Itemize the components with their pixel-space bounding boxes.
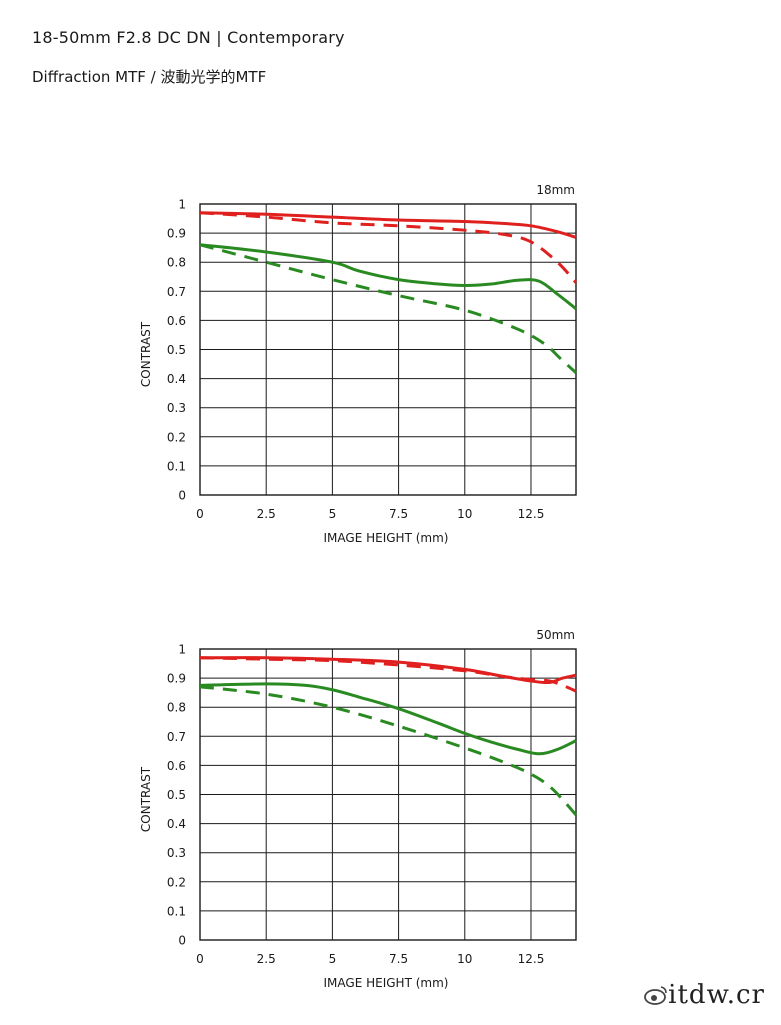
page-title: 18-50mm F2.8 DC DN | Contemporary [32, 28, 345, 47]
x-axis-label: IMAGE HEIGHT (mm) [324, 531, 449, 545]
y-tick-label: 0.3 [167, 846, 186, 860]
y-axis-label: CONTRAST [139, 766, 153, 832]
y-tick-label: 0 [178, 489, 186, 503]
series-green-dashed [199, 685, 578, 816]
y-tick-label: 0.7 [167, 730, 186, 744]
y-tick-label: 0.1 [167, 459, 186, 473]
chart-title: 50mm [536, 628, 575, 642]
y-tick-label: 1 [178, 643, 186, 657]
watermark-text: itdw.cr [668, 980, 765, 1010]
y-tick-label: 0.9 [167, 227, 186, 241]
chart-svg: 00.10.20.30.40.50.60.70.80.910 2.5 5 7.5 10 1… [139, 628, 578, 990]
y-tick-label: 0.6 [167, 759, 186, 773]
y-tick-label: 0.1 [167, 904, 186, 918]
y-tick-label: 0.4 [167, 817, 186, 831]
series-red-solid [199, 211, 577, 239]
series-green-solid [199, 682, 577, 756]
x-tick-label: 12.5 [518, 952, 545, 966]
weibo-logo-icon [644, 986, 667, 1005]
y-tick-label: 0.2 [167, 875, 186, 889]
y-tick-label: 0.5 [167, 788, 186, 802]
y-tick-label: 1 [178, 198, 186, 212]
mtf-chart-50mm: 0 0.1 0.2 0.3 0.4 0.5 0.6 0.7 0.8 0.9 1 0 2.5 5 7.5 10 1… [0, 605, 781, 1025]
page-subtitle: Diffraction MTF / 波動光学的MTF [32, 68, 267, 86]
mtf-chart-18mm: 0 0.1 0.2 0.3 0.4 0.5 0.6 0.7 0.8 0.9 1 0 2.5 5 7.5 10 1… [0, 160, 781, 580]
x-tick-label: 7.5 [389, 507, 408, 521]
y-tick-label: 0.8 [167, 256, 186, 270]
series-red-dashed [199, 211, 578, 284]
y-tick-label: 0.8 [167, 701, 186, 715]
x-tick-label: 5 [329, 952, 337, 966]
x-tick-label: 7.5 [389, 952, 408, 966]
series-green-solid [199, 243, 577, 310]
x-tick-label: 10 [457, 952, 472, 966]
series-red-solid [199, 656, 577, 685]
y-tick-label: 0.7 [167, 285, 186, 299]
x-tick-label: 2.5 [257, 952, 276, 966]
y-tick-label: 0 [178, 934, 186, 948]
x-tick-label: 12.5 [518, 507, 545, 521]
x-tick-label: 5 [329, 507, 337, 521]
series-green-dashed [199, 243, 578, 374]
y-axis-label: CONTRAST [139, 321, 153, 387]
x-axis-label: IMAGE HEIGHT (mm) [324, 976, 449, 990]
x-tick-label: 10 [457, 507, 472, 521]
chart-svg: 00.10.20.30.40.50.60.70.80.910 2.5 5 7.5 10 1… [139, 183, 578, 545]
y-tick-label: 0.6 [167, 314, 186, 328]
x-tick-label: 0 [196, 507, 204, 521]
y-tick-label: 0.3 [167, 401, 186, 415]
y-tick-label: 0.5 [167, 343, 186, 357]
series-red-dashed [199, 656, 577, 693]
x-tick-label: 2.5 [257, 507, 276, 521]
x-tick-label: 0 [196, 952, 204, 966]
y-tick-label: 0.9 [167, 672, 186, 686]
y-tick-label: 0.2 [167, 430, 186, 444]
y-tick-label: 0.4 [167, 372, 186, 386]
chart-title: 18mm [536, 183, 575, 197]
